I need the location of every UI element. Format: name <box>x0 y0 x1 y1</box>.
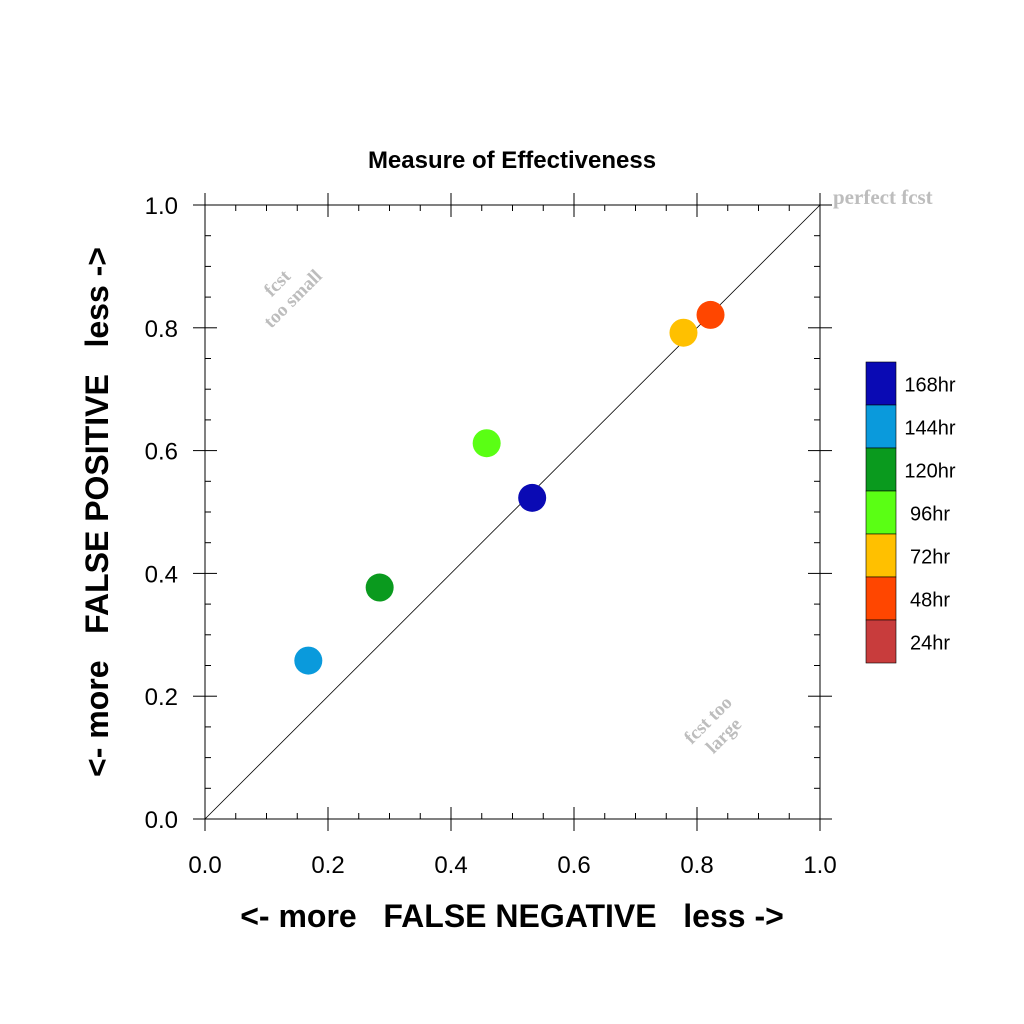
x-tick-label: 0.0 <box>188 852 221 879</box>
x-axis-label: <- more FALSE NEGATIVE less -> <box>240 898 784 934</box>
plot-area: 0.0 0.2 0.4 0.6 0.8 1.0 0.0 0.2 0.4 0.6 0.8 1.0 <box>145 193 837 879</box>
y-tick-label: 1.0 <box>145 193 178 220</box>
legend-swatch-48hr <box>865 576 897 621</box>
x-tick-label: 0.8 <box>680 852 713 879</box>
y-axis-label: <- more FALSE POSITIVE less -> <box>79 247 115 777</box>
legend-label-24hr: 24hr <box>910 633 950 655</box>
legend-swatch-144hr <box>865 404 897 449</box>
legend: 168hr 144hr 120hr 96hr 72hr 48hr 24hr <box>865 361 956 664</box>
too-small-annotation: fcst too small <box>260 266 327 333</box>
legend-label-48hr: 48hr <box>910 590 950 612</box>
chart-title: Measure of Effectiveness <box>368 147 656 174</box>
x-tick-label: 0.2 <box>311 852 344 879</box>
x-tick-label: 1.0 <box>803 852 836 879</box>
perfect-forecast-annotation: perfect fcst <box>833 185 933 209</box>
legend-swatch-96hr <box>865 490 897 535</box>
data-point-96hr <box>472 429 501 458</box>
data-point-168hr <box>518 483 547 512</box>
legend-label-72hr: 72hr <box>910 547 950 569</box>
data-point-120hr <box>365 573 394 602</box>
legend-label-96hr: 96hr <box>910 504 950 526</box>
data-point-144hr <box>294 646 323 675</box>
legend-swatch-24hr <box>865 619 897 664</box>
y-tick-label: 0.2 <box>145 684 178 711</box>
y-tick-label: 0.6 <box>145 439 178 466</box>
y-tick-label: 0.0 <box>145 807 178 834</box>
legend-swatch-120hr <box>865 447 897 492</box>
y-tick-label: 0.4 <box>145 561 178 588</box>
y-tick-label: 0.8 <box>145 316 178 343</box>
legend-label-144hr: 144hr <box>904 418 955 440</box>
legend-label-168hr: 168hr <box>904 375 955 397</box>
x-tick-label: 0.4 <box>434 852 467 879</box>
legend-label-120hr: 120hr <box>904 461 955 483</box>
legend-swatch-168hr <box>865 361 897 406</box>
data-point-48hr <box>696 300 725 329</box>
too-large-annotation: fcst too large <box>680 692 746 758</box>
legend-swatch-72hr <box>865 533 897 578</box>
data-point-72hr <box>669 318 698 347</box>
x-tick-label: 0.6 <box>557 852 590 879</box>
